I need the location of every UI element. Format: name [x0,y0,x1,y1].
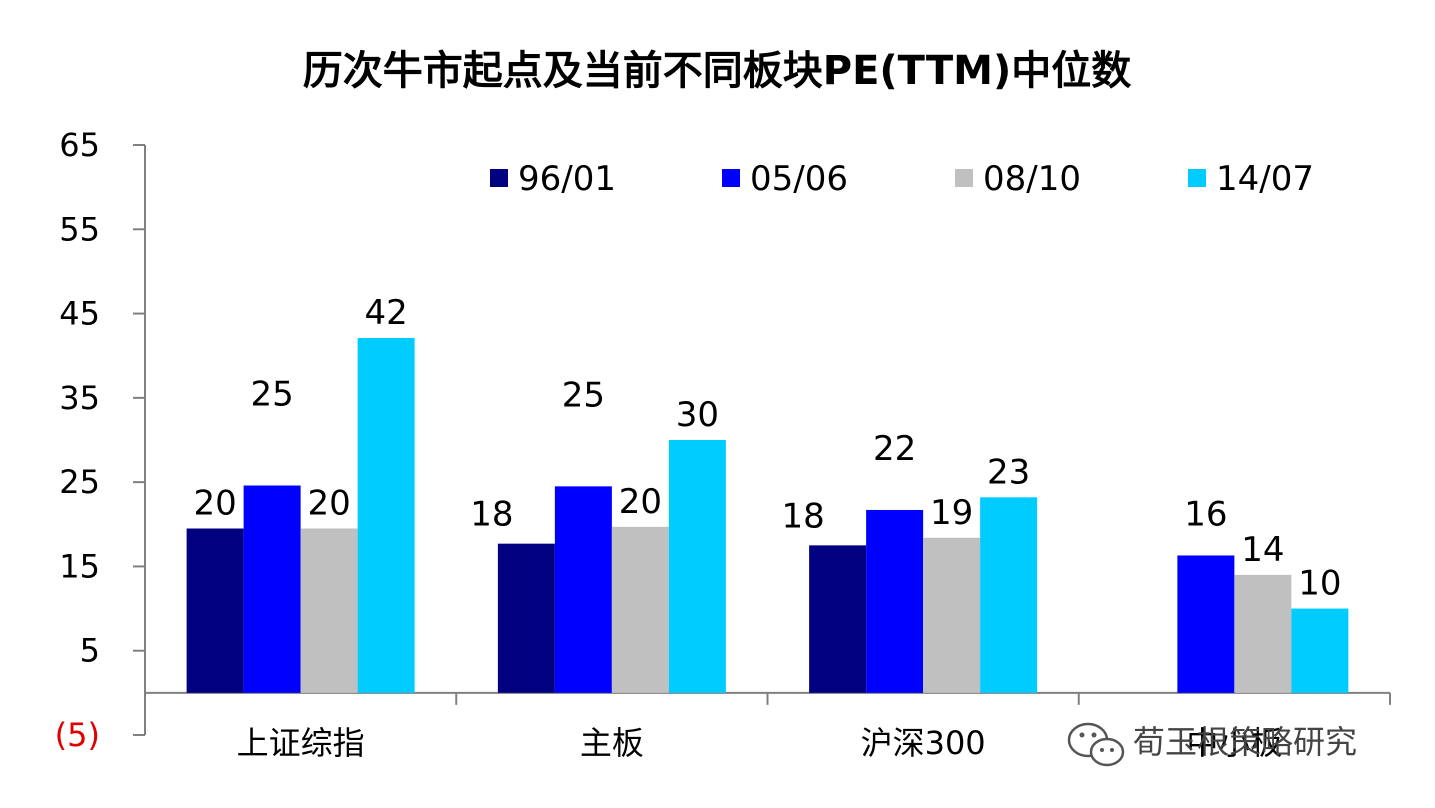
data-label: 18 [781,496,824,536]
y-tick-label: 15 [59,547,100,585]
data-label: 20 [307,484,350,524]
data-label: 25 [250,375,293,415]
x-tick-label: 中小板 [1186,724,1282,762]
bar [866,509,924,693]
legend-label: 96/01 [518,159,616,199]
bar [554,486,612,693]
wechat-icon [1067,722,1125,767]
data-label: 20 [193,484,236,524]
y-tick-label: 25 [59,463,100,501]
bar [243,485,301,693]
watermark-text: 荀玉根策略研究 [1133,723,1357,761]
bar [357,338,415,693]
data-label: 23 [987,452,1030,492]
bar [980,497,1038,693]
legend-swatch [1188,169,1206,187]
bar [1234,574,1292,693]
legend-label: 08/10 [983,159,1081,199]
bar [668,440,726,693]
x-tick-label: 沪深300 [861,724,986,762]
data-label: 10 [1298,564,1341,604]
y-tick-label: 65 [59,126,100,164]
bar [1291,608,1349,693]
data-label: 22 [873,429,916,469]
legend-swatch [490,169,508,187]
bar [1177,555,1235,693]
chart-title: 历次牛市起点及当前不同板块PE(TTM)中位数 [303,48,1132,94]
data-label: 25 [562,375,605,415]
data-label: 19 [930,493,973,533]
watermark: 荀玉根策略研究 [1067,722,1357,767]
legend: 96/01 05/06 08/10 14/07 [490,159,1314,199]
bar [923,537,981,693]
data-label: 30 [676,395,719,435]
x-tick-label: 上证综指 [237,724,365,762]
bar [300,528,358,693]
legend-swatch [955,169,973,187]
bar [497,543,555,693]
y-tick-label: 45 [59,295,100,333]
legend-label: 05/06 [750,159,848,199]
data-label: 42 [364,293,407,333]
bar [809,545,867,693]
data-label: 16 [1184,494,1227,534]
data-label: 20 [619,482,662,522]
plot-area: 65 55 45 35 25 15 5 (5) 20 25 20 42 上证综指 18 25 20 30 主板 18… [55,126,1391,762]
legend-label: 14/07 [1216,159,1314,199]
y-tick-label: 5 [80,632,100,670]
x-tick-label: 主板 [580,724,644,762]
data-label: 18 [470,495,513,535]
bar [611,526,669,693]
y-tick-label: 55 [59,210,100,248]
bar [186,528,244,693]
y-tick-label: 35 [59,379,100,417]
data-label: 14 [1241,530,1284,570]
y-tick-label: (5) [55,716,100,754]
legend-swatch [722,169,740,187]
